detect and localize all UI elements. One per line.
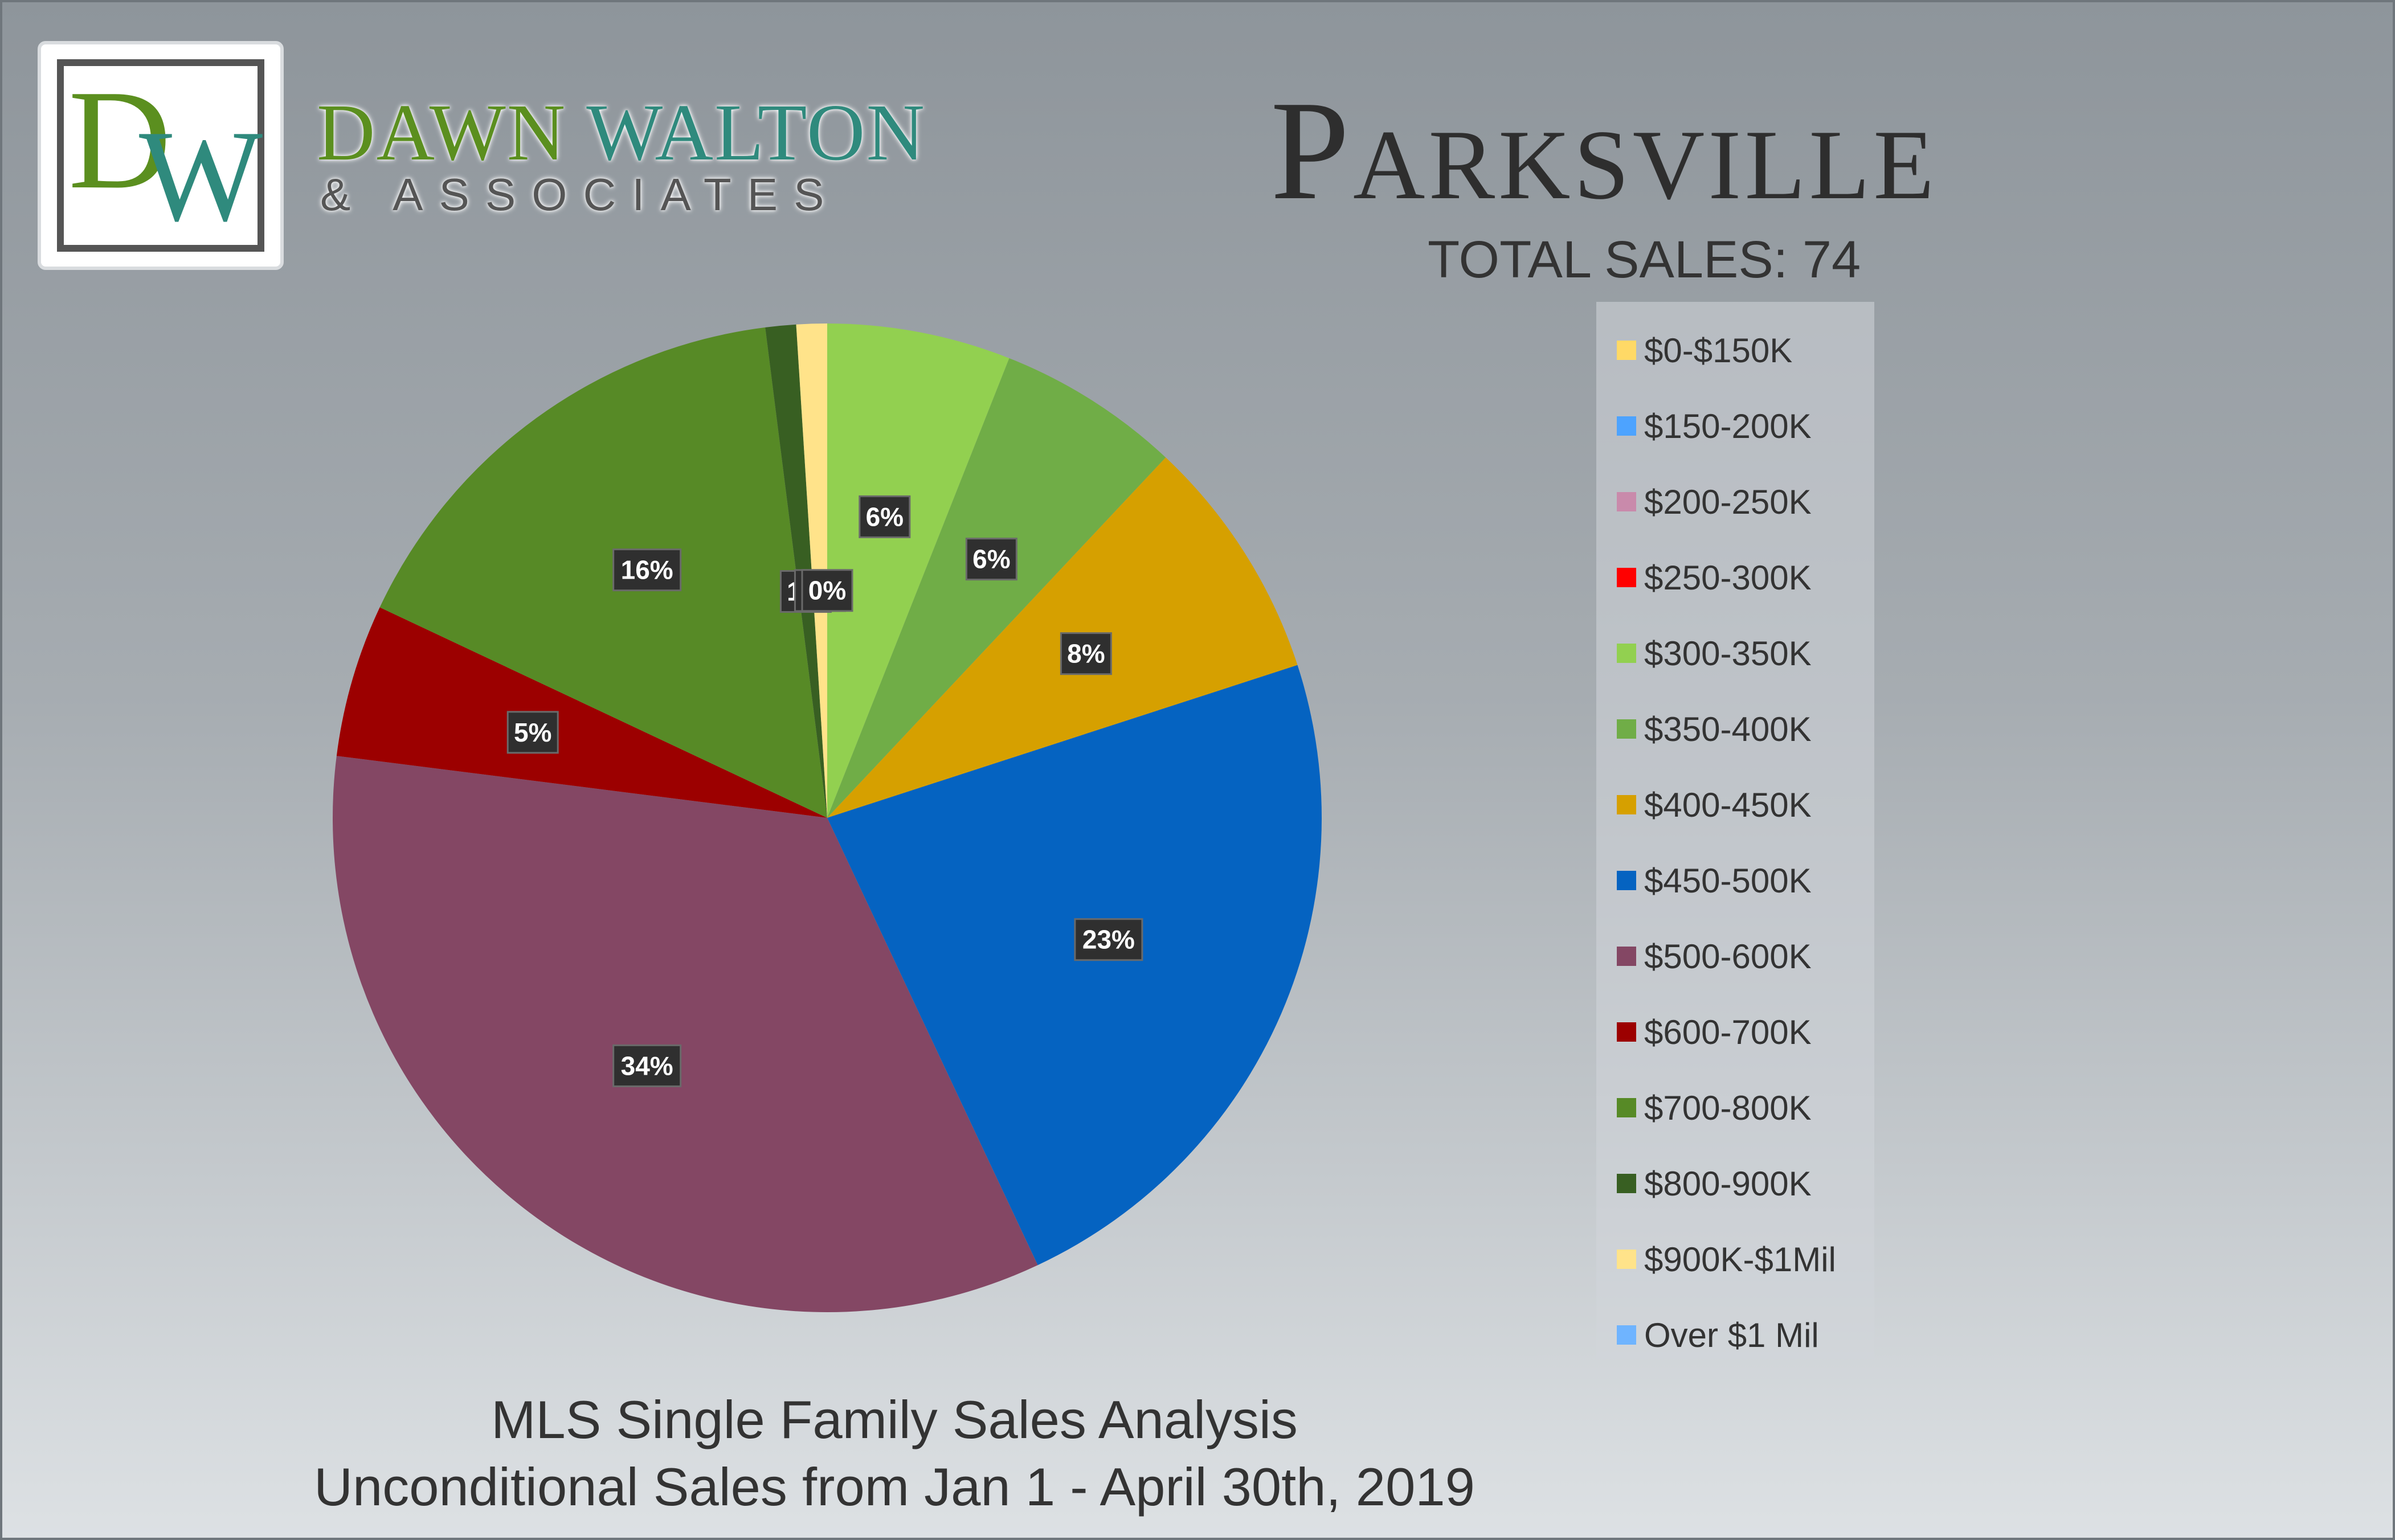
svg-text:8%: 8% xyxy=(1067,639,1105,669)
data-label-13: 0% xyxy=(801,569,853,612)
pie-slice-8 xyxy=(333,756,1038,1313)
legend-swatch xyxy=(1617,871,1636,890)
svg-text:5%: 5% xyxy=(514,718,551,747)
pie-slice-7 xyxy=(827,665,1322,1265)
data-label-7: 23% xyxy=(1074,918,1143,961)
legend-label: $150-200K xyxy=(1644,407,1812,445)
data-label-10: 16% xyxy=(612,548,682,592)
legend-swatch xyxy=(1617,1098,1636,1117)
footer-title: MLS Single Family Sales Analysis xyxy=(491,1390,1298,1449)
legend-item-8: $500-600K xyxy=(1617,931,1812,982)
legend-label: $250-300K xyxy=(1644,558,1812,597)
legend-item-0: $0-$150K xyxy=(1617,325,1792,376)
data-label-8: 34% xyxy=(612,1044,682,1087)
legend-swatch xyxy=(1617,492,1636,511)
legend-swatch xyxy=(1617,1174,1636,1193)
brand-logo: D W xyxy=(38,41,284,270)
brand-name-walton: WALTON xyxy=(586,87,926,177)
legend-label: $400-450K xyxy=(1644,785,1812,824)
legend-label: $600-700K xyxy=(1644,1013,1812,1051)
legend-label: $450-500K xyxy=(1644,861,1812,900)
legend-swatch xyxy=(1617,341,1636,360)
total-sales-label: TOTAL SALES: 74 xyxy=(1428,231,1861,289)
pie-slice-10 xyxy=(379,327,827,818)
svg-text:23%: 23% xyxy=(1082,925,1135,955)
legend-swatch xyxy=(1617,947,1636,966)
data-label-5: 6% xyxy=(965,538,1017,581)
legend-swatch xyxy=(1617,795,1636,814)
chart-title: Parksville xyxy=(1270,72,1938,230)
data-label-6: 8% xyxy=(1060,632,1112,675)
legend-swatch xyxy=(1617,1022,1636,1042)
data-label-4: 6% xyxy=(859,495,911,538)
legend-label: $200-250K xyxy=(1644,482,1812,521)
legend-swatch xyxy=(1617,1250,1636,1269)
legend-item-10: $700-800K xyxy=(1617,1082,1812,1133)
pie-chart: 6%6%8%23%34%5%16%1%1%0% xyxy=(333,323,1322,1313)
pie-slice-9 xyxy=(336,607,827,818)
legend-item-3: $250-300K xyxy=(1617,552,1812,603)
legend-label: $0-$150K xyxy=(1644,331,1793,370)
legend-item-1: $150-200K xyxy=(1617,400,1812,452)
legend-item-5: $350-400K xyxy=(1617,703,1812,755)
legend-swatch xyxy=(1617,1325,1636,1345)
data-label-9: 5% xyxy=(506,711,559,754)
svg-text:6%: 6% xyxy=(972,544,1010,574)
chart-legend: $0-$150K $150-200K $200-250K $250-300K $300-… xyxy=(1596,302,1874,1359)
legend-item-6: $400-450K xyxy=(1617,779,1812,830)
legend-label: $700-800K xyxy=(1644,1088,1812,1127)
logo-frame: D W xyxy=(57,59,264,252)
legend-label: $900K-$1Mil xyxy=(1644,1240,1836,1279)
brand-name: DAWN WALTON xyxy=(317,85,926,179)
logo-letter-w: W xyxy=(139,103,263,248)
legend-label: $500-600K xyxy=(1644,937,1812,976)
legend-swatch xyxy=(1617,416,1636,436)
logo-letter-d: D xyxy=(68,61,171,219)
legend-item-11: $800-900K xyxy=(1617,1158,1812,1209)
svg-text:34%: 34% xyxy=(621,1051,673,1080)
legend-label: $800-900K xyxy=(1644,1164,1812,1203)
legend-label: $350-400K xyxy=(1644,710,1812,748)
footer-subtitle: Unconditional Sales from Jan 1 - April 3… xyxy=(314,1457,1475,1517)
svg-text:0%: 0% xyxy=(808,576,846,605)
pie-slice-4 xyxy=(827,323,1010,818)
legend-item-9: $600-700K xyxy=(1617,1006,1812,1058)
legend-item-7: $450-500K xyxy=(1617,855,1812,906)
legend-item-4: $300-350K xyxy=(1617,628,1812,679)
legend-swatch xyxy=(1617,568,1636,587)
legend-item-13: Over $1 Mil xyxy=(1617,1309,1819,1361)
svg-text:6%: 6% xyxy=(866,502,904,531)
legend-label: $300-350K xyxy=(1644,634,1812,673)
legend-item-2: $200-250K xyxy=(1617,476,1812,527)
brand-name-dawn: DAWN xyxy=(317,87,567,177)
pie-slice-5 xyxy=(827,358,1166,818)
svg-text:16%: 16% xyxy=(621,555,673,585)
legend-item-12: $900K-$1Mil xyxy=(1617,1234,1836,1285)
legend-swatch xyxy=(1617,719,1636,739)
legend-swatch xyxy=(1617,644,1636,663)
legend-label: Over $1 Mil xyxy=(1644,1316,1819,1354)
brand-subtitle: & ASSOCIATES xyxy=(320,169,840,220)
